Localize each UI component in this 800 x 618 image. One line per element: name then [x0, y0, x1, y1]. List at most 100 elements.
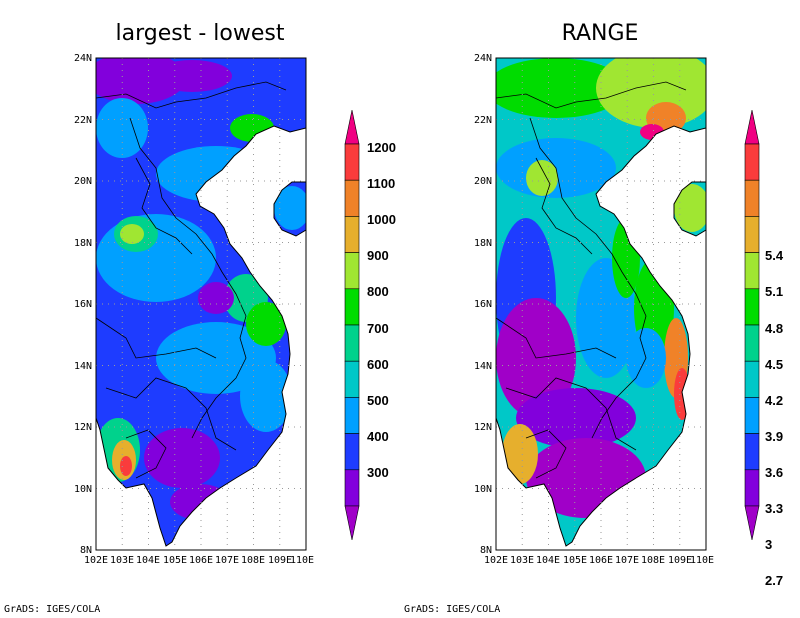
colorbar-swatch	[344, 397, 360, 434]
contour-patch	[526, 160, 558, 196]
lon-label: 103E	[110, 555, 134, 566]
colorbar-swatch	[344, 469, 360, 507]
lat-label: 14N	[474, 361, 492, 372]
contour-patch	[144, 428, 220, 488]
border-line	[125, 429, 167, 479]
lat-label: 12N	[74, 422, 92, 433]
colorbar-swatch	[744, 324, 760, 362]
lat-label: 18N	[74, 238, 92, 249]
colorbar-swatch	[744, 179, 760, 217]
colorbar-label: 2.7	[765, 573, 783, 588]
lat-labels: 24N 22N 20N 18N 16N 14N 12N 10N 8N	[474, 53, 492, 556]
panel-title: RANGE	[562, 21, 639, 46]
colorbar-arrow-bottom	[344, 505, 360, 541]
lon-label: 102E	[84, 555, 108, 566]
lat-label: 14N	[74, 361, 92, 372]
contour-patch	[526, 438, 646, 518]
contour-patch	[120, 224, 144, 244]
colorbar-swatch	[744, 252, 760, 290]
colorbar-swatch	[744, 216, 760, 253]
map-frame	[495, 57, 707, 551]
colorbar-swatch	[344, 433, 360, 471]
colorbar-swatch	[344, 288, 360, 326]
colorbar-label: 600	[367, 357, 389, 372]
colorbar-label: 300	[367, 465, 389, 480]
credit-left: GrADS: IGES/COLA	[4, 604, 101, 615]
contour-patch	[230, 114, 274, 142]
map-frame	[95, 57, 307, 551]
lon-label: 107E	[215, 555, 239, 566]
map-field	[495, 57, 707, 547]
border-line	[529, 117, 647, 439]
lon-label: 105E	[163, 555, 187, 566]
border-line	[673, 181, 707, 237]
contour-patch	[198, 282, 234, 314]
colorbar-label: 4.5	[765, 357, 783, 372]
colorbar-label: 800	[367, 284, 389, 299]
border-line	[135, 157, 193, 255]
contour-patch	[96, 98, 148, 158]
colorbar-swatch	[744, 288, 760, 326]
colorbar-arrow-bottom	[744, 505, 760, 541]
colorbar-label: 700	[367, 321, 389, 336]
lat-label: 10N	[74, 484, 92, 495]
lon-label: 104E	[536, 555, 560, 566]
lon-label: 105E	[563, 555, 587, 566]
contour-patch	[596, 58, 706, 128]
contour-patch	[240, 360, 292, 432]
colorbar-label: 5.1	[765, 284, 783, 299]
border-line	[273, 181, 307, 237]
contour-patch	[246, 302, 286, 346]
colorbar-swatch	[344, 324, 360, 362]
lon-label: 107E	[615, 555, 639, 566]
colorbar-label: 3	[765, 537, 772, 552]
colorbar-label: 3.6	[765, 465, 783, 480]
lat-label: 18N	[474, 238, 492, 249]
border-line	[495, 57, 707, 547]
contour-patch	[274, 186, 306, 230]
colorbar-label: 5.4	[765, 248, 784, 263]
contour-patch	[120, 456, 132, 476]
contour-patch	[674, 184, 706, 232]
border-line	[495, 317, 617, 359]
colorbar-label: 3.3	[765, 501, 783, 516]
lat-label: 22N	[474, 115, 492, 126]
lat-label: 20N	[474, 176, 492, 187]
lat-label: 16N	[474, 299, 492, 310]
lat-label: 16N	[74, 299, 92, 310]
border-line	[129, 117, 247, 439]
lat-label: 24N	[474, 53, 492, 64]
colorbar-label: 3.9	[765, 429, 783, 444]
colorbar-right: 2.7 3 3.3 3.6 3.9 4.2 4.5 4.8 5.1 5.4	[744, 109, 784, 588]
colorbar-label: 1000	[367, 212, 396, 227]
border-line	[495, 81, 687, 109]
lat-label: 10N	[474, 484, 492, 495]
lat-label: 8N	[480, 545, 492, 556]
border-line	[505, 377, 637, 451]
contour-patch	[170, 484, 230, 520]
panel-largest-lowest: largest - lowest 24N 22N 20N 18N 16N 14N…	[74, 21, 314, 566]
colorbar-swatch	[344, 179, 360, 217]
border-line	[105, 377, 237, 451]
colorbar-arrow-top	[744, 109, 760, 145]
colorbar-label: 1200	[367, 140, 396, 155]
border-line	[535, 157, 593, 255]
border-line	[95, 57, 307, 547]
colorbar-swatch	[344, 252, 360, 290]
lon-labels: 102E 103E 104E 105E 106E 107E 108E 109E …	[484, 555, 714, 566]
colorbar-swatch	[744, 360, 760, 398]
grid-lines	[496, 58, 706, 550]
panel-range: RANGE 24N 22N 20N 18N 16N 14N 12N 10N 8N…	[474, 21, 714, 566]
lat-label: 8N	[80, 545, 92, 556]
lat-label: 12N	[474, 422, 492, 433]
panel-title: largest - lowest	[116, 21, 285, 46]
colorbar-label: 900	[367, 248, 389, 263]
lon-label: 106E	[189, 555, 213, 566]
colorbar-label: 4.8	[765, 321, 783, 336]
grid-lines	[96, 58, 306, 550]
colorbar-swatch	[744, 433, 760, 471]
credit-right: GrADS: IGES/COLA	[404, 604, 501, 615]
map-field	[95, 57, 307, 547]
contour-patch	[502, 424, 538, 484]
